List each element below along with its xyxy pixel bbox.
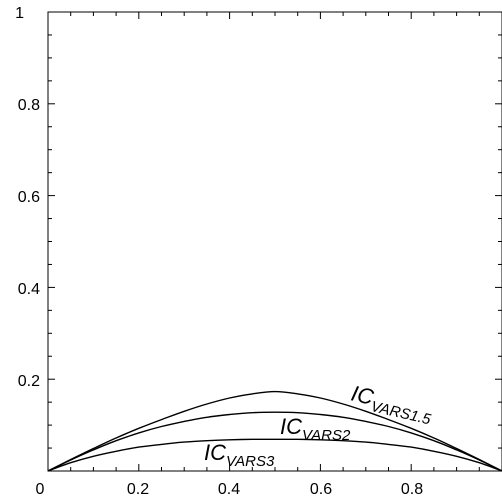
ticks-layer: [48, 12, 502, 471]
curve-label-vars3: ICVARS3: [204, 440, 275, 470]
curve-label-vars2: ICVARS2: [280, 414, 351, 444]
series-line-vars1-5: [47, 390, 502, 472]
y-tick-label-0.4: 0.4: [18, 281, 40, 298]
series-line-vars3: [47, 438, 502, 472]
y-tick-label-1: 1: [15, 5, 24, 22]
curves-layer: [47, 390, 502, 472]
x-tick-label-0.6: 0.6: [310, 481, 332, 498]
x-tick-label-0: 0: [36, 481, 45, 498]
curve-label-vars2-sub: VARS2: [302, 427, 351, 444]
curve-label-vars3-sub: VARS3: [226, 453, 275, 470]
curve-label-vars2-main: IC: [280, 414, 302, 439]
y-tick-label-0.6: 0.6: [18, 189, 40, 206]
curve-label-vars3-main: IC: [204, 440, 226, 465]
y-tick-label-0.8: 0.8: [18, 97, 40, 114]
x-tick-label-0.4: 0.4: [218, 481, 240, 498]
x-tick-label-0.2: 0.2: [127, 481, 149, 498]
y-tick-label-0.2: 0.2: [18, 373, 40, 390]
x-tick-label-0.8: 0.8: [401, 481, 423, 498]
plot-frame: [47, 11, 502, 472]
series-line-vars2: [47, 411, 502, 472]
